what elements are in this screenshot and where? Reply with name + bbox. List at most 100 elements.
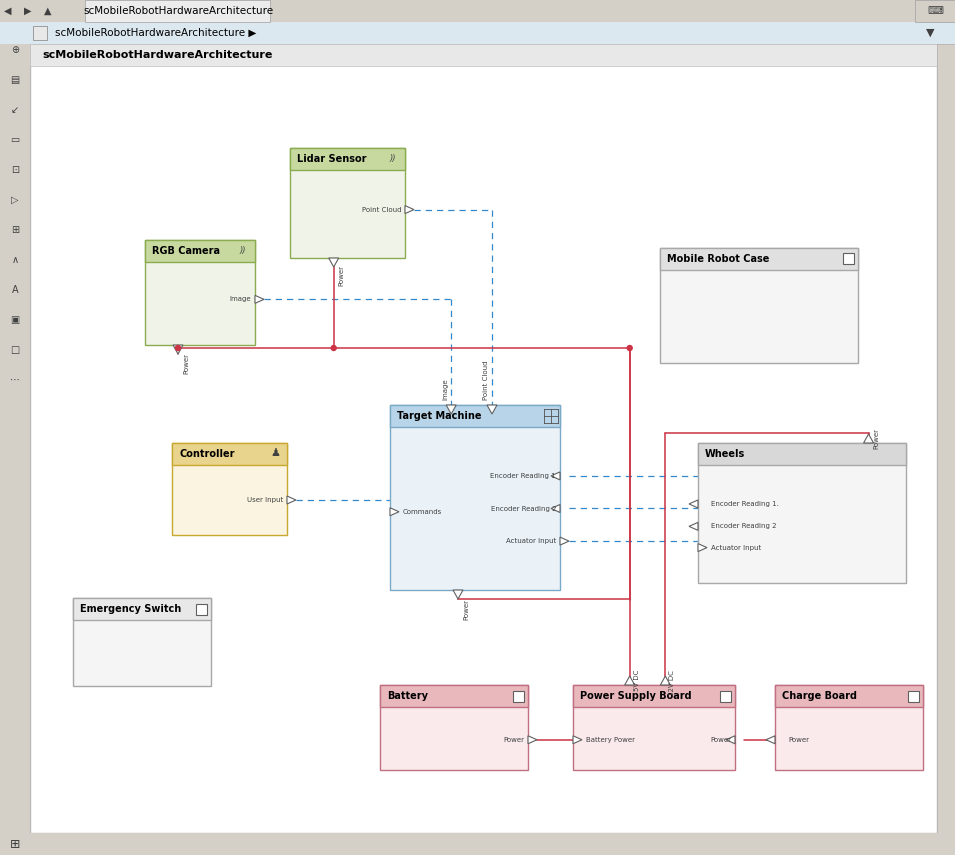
- FancyBboxPatch shape: [698, 443, 906, 465]
- Text: ▤: ▤: [11, 75, 20, 85]
- Polygon shape: [689, 522, 698, 530]
- Polygon shape: [446, 405, 456, 414]
- Text: Emergency Switch: Emergency Switch: [80, 604, 181, 614]
- Text: Image: Image: [229, 297, 251, 303]
- Polygon shape: [726, 736, 735, 744]
- Text: Charge Board: Charge Board: [782, 691, 857, 701]
- Text: ⊕: ⊕: [11, 45, 19, 55]
- Text: 5V DC: 5V DC: [634, 670, 640, 692]
- Polygon shape: [625, 676, 635, 685]
- Text: Wheels: Wheels: [705, 449, 745, 459]
- FancyBboxPatch shape: [775, 685, 923, 707]
- Polygon shape: [287, 496, 296, 504]
- FancyBboxPatch shape: [698, 443, 906, 583]
- Text: Image: Image: [442, 379, 448, 400]
- Polygon shape: [551, 504, 560, 512]
- FancyBboxPatch shape: [573, 685, 735, 707]
- Text: Encoder Reading 1: Encoder Reading 1: [490, 473, 556, 479]
- Circle shape: [176, 345, 180, 351]
- Polygon shape: [390, 508, 399, 516]
- FancyBboxPatch shape: [145, 240, 255, 262]
- FancyBboxPatch shape: [0, 0, 30, 855]
- Text: ▲: ▲: [44, 6, 52, 16]
- Text: Power: Power: [183, 352, 189, 374]
- Text: ▼: ▼: [925, 28, 934, 38]
- FancyBboxPatch shape: [720, 691, 731, 701]
- FancyBboxPatch shape: [390, 405, 560, 590]
- Text: ⊡: ⊡: [11, 165, 19, 175]
- FancyBboxPatch shape: [380, 685, 528, 707]
- Polygon shape: [255, 295, 264, 304]
- FancyBboxPatch shape: [380, 685, 528, 770]
- Text: Power: Power: [503, 737, 524, 743]
- FancyBboxPatch shape: [33, 26, 47, 40]
- Text: Commands: Commands: [403, 509, 442, 515]
- Text: Target Machine: Target Machine: [397, 411, 481, 421]
- FancyBboxPatch shape: [775, 685, 923, 770]
- Polygon shape: [405, 205, 414, 214]
- Text: Power: Power: [339, 266, 345, 286]
- Text: □: □: [11, 345, 20, 355]
- Text: ▷: ▷: [11, 195, 19, 205]
- FancyBboxPatch shape: [172, 443, 287, 465]
- FancyBboxPatch shape: [30, 44, 937, 66]
- Polygon shape: [863, 434, 874, 443]
- Text: Power: Power: [463, 599, 469, 621]
- FancyBboxPatch shape: [0, 0, 955, 22]
- FancyBboxPatch shape: [290, 148, 405, 170]
- Text: ⌨: ⌨: [927, 6, 943, 16]
- FancyBboxPatch shape: [660, 248, 858, 270]
- Polygon shape: [487, 405, 497, 414]
- FancyBboxPatch shape: [172, 443, 287, 535]
- Text: ↙: ↙: [11, 105, 19, 115]
- Text: ⋯: ⋯: [11, 375, 20, 385]
- Text: Encoder Reading 1.: Encoder Reading 1.: [711, 501, 779, 507]
- FancyBboxPatch shape: [290, 148, 405, 258]
- Polygon shape: [689, 500, 698, 508]
- Text: scMobileRobotHardwareArchitecture: scMobileRobotHardwareArchitecture: [83, 6, 273, 16]
- Polygon shape: [453, 590, 463, 599]
- Circle shape: [331, 345, 336, 351]
- Text: Controller: Controller: [179, 449, 235, 459]
- Text: ◀: ◀: [4, 6, 11, 16]
- Text: Power: Power: [710, 737, 731, 743]
- Polygon shape: [329, 258, 339, 267]
- Text: Mobile Robot Case: Mobile Robot Case: [667, 254, 770, 264]
- Text: ⊞: ⊞: [11, 225, 19, 235]
- Text: RGB Camera: RGB Camera: [152, 246, 220, 256]
- Polygon shape: [573, 736, 582, 744]
- FancyBboxPatch shape: [937, 44, 955, 855]
- Text: Battery: Battery: [387, 691, 428, 701]
- Text: Actuator Input: Actuator Input: [711, 545, 761, 551]
- FancyBboxPatch shape: [513, 691, 524, 701]
- Text: Power: Power: [788, 737, 809, 743]
- Text: ♟: ♟: [270, 448, 280, 458]
- FancyBboxPatch shape: [0, 833, 955, 855]
- Text: ▣: ▣: [11, 315, 20, 325]
- Polygon shape: [660, 676, 670, 685]
- Text: A: A: [11, 285, 18, 295]
- Text: Encoder Reading 2: Encoder Reading 2: [711, 523, 776, 529]
- Text: Point Cloud: Point Cloud: [362, 207, 401, 213]
- Text: ▭: ▭: [11, 135, 20, 145]
- Circle shape: [627, 345, 632, 351]
- Polygon shape: [698, 544, 707, 551]
- Text: ⊞: ⊞: [10, 838, 20, 851]
- Polygon shape: [560, 537, 569, 545]
- Text: Power: Power: [874, 428, 880, 449]
- FancyBboxPatch shape: [843, 253, 854, 264]
- FancyBboxPatch shape: [573, 685, 735, 770]
- FancyBboxPatch shape: [30, 24, 935, 42]
- FancyBboxPatch shape: [85, 0, 270, 22]
- FancyBboxPatch shape: [0, 22, 955, 44]
- Text: scMobileRobotHardwareArchitecture: scMobileRobotHardwareArchitecture: [42, 50, 272, 60]
- Text: )): )): [240, 246, 246, 256]
- Polygon shape: [766, 736, 775, 744]
- Text: )): )): [390, 155, 396, 163]
- FancyBboxPatch shape: [145, 240, 255, 345]
- FancyBboxPatch shape: [30, 44, 937, 833]
- Text: 12V DC: 12V DC: [669, 670, 675, 696]
- FancyBboxPatch shape: [73, 598, 211, 620]
- FancyBboxPatch shape: [196, 604, 207, 615]
- FancyBboxPatch shape: [915, 0, 955, 22]
